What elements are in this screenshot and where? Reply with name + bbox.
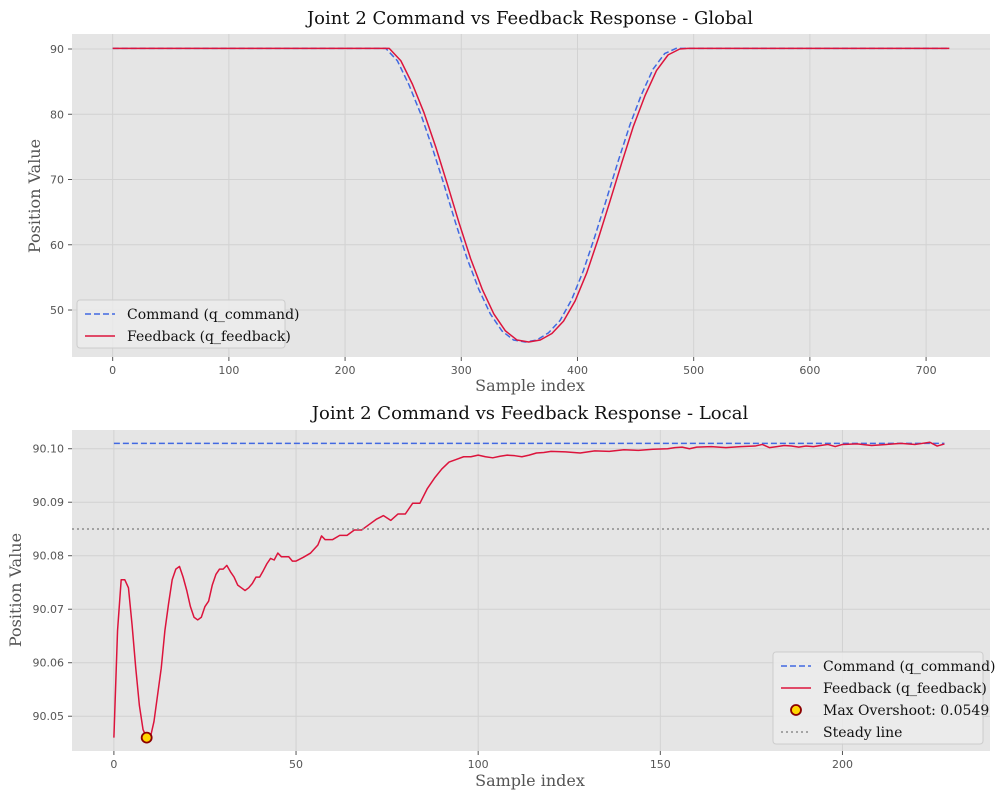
x-tick-label: 200 — [335, 364, 356, 377]
local-legend-box — [772, 651, 984, 745]
legend-label: Command (q_command) — [127, 307, 300, 323]
y-tick-label: 90.05 — [33, 710, 65, 723]
y-tick-label: 90.08 — [33, 550, 65, 563]
x-tick-label: 100 — [468, 758, 489, 771]
y-tick-label: 90.10 — [33, 443, 65, 456]
global-chart: Joint 2 Command vs Feedback Response - G… — [25, 8, 990, 395]
legend-label: Feedback (q_feedback) — [127, 329, 291, 345]
global-x-axis-label: Sample index — [475, 376, 585, 395]
legend-handle-marker — [790, 704, 802, 716]
x-tick-label: 100 — [218, 364, 239, 377]
global-feedback-line — [112, 47, 950, 343]
legend-label: Feedback (q_feedback) — [823, 681, 987, 697]
x-tick-label: 500 — [683, 364, 704, 377]
x-tick-label: 150 — [650, 758, 671, 771]
local-chart: Joint 2 Command vs Feedback Response - L… — [6, 403, 996, 790]
x-tick-label: 0 — [109, 364, 116, 377]
local-feedback-line — [113, 441, 945, 739]
y-tick-label: 90.09 — [33, 496, 65, 509]
global-y-axis-label: Position Value — [25, 139, 44, 253]
local-y-axis-label: Position Value — [6, 533, 25, 647]
local-legend: Command (q_command) Feedback (q_feedback)… — [772, 651, 996, 745]
x-tick-label: 400 — [567, 364, 588, 377]
x-tick-label: 600 — [799, 364, 820, 377]
y-tick-label: 50 — [50, 304, 64, 317]
y-tick-label: 60 — [50, 239, 64, 252]
y-tick-label: 70 — [50, 174, 64, 187]
y-tick-label: 90.06 — [33, 657, 65, 670]
y-tick-label: 90 — [50, 43, 64, 56]
global-command-line — [112, 47, 950, 343]
x-tick-label: 0 — [110, 758, 117, 771]
x-tick-label: 50 — [289, 758, 303, 771]
x-tick-label: 300 — [451, 364, 472, 377]
y-tick-label: 80 — [50, 108, 64, 121]
local-max-overshoot-marker — [140, 731, 153, 744]
global-legend-box — [76, 299, 286, 349]
global-legend: Command (q_command) Feedback (q_feedback) — [76, 299, 300, 349]
legend-label: Max Overshoot: 0.0549 — [823, 703, 989, 719]
local-chart-title: Joint 2 Command vs Feedback Response - L… — [310, 403, 749, 424]
global-chart-title: Joint 2 Command vs Feedback Response - G… — [305, 8, 753, 29]
local-x-axis-label: Sample index — [475, 771, 585, 790]
legend-label: Steady line — [823, 725, 902, 741]
y-tick-label: 90.07 — [33, 603, 65, 616]
legend-label: Command (q_command) — [823, 659, 996, 675]
x-tick-label: 700 — [916, 364, 937, 377]
x-tick-label: 200 — [832, 758, 853, 771]
